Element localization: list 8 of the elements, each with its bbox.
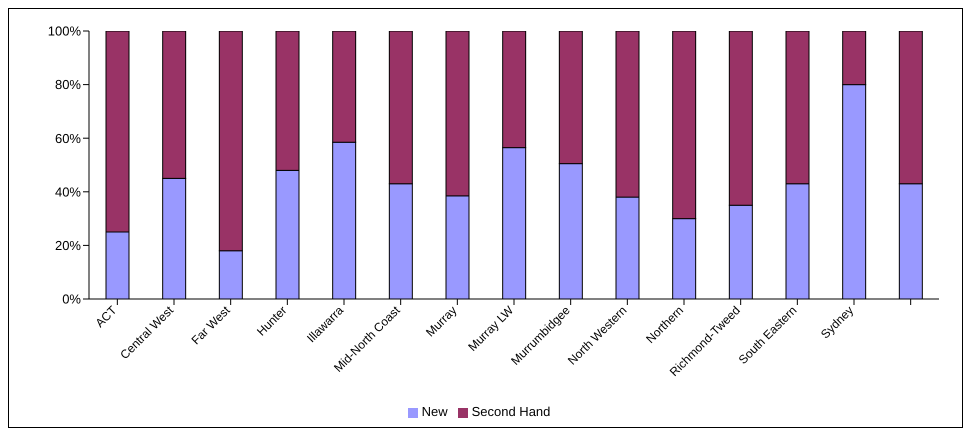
y-tick-label: 60%	[54, 130, 82, 146]
y-tick-label: 20%	[54, 238, 82, 254]
legend-label: New	[422, 404, 448, 419]
y-tick-label: 0%	[62, 292, 82, 307]
y-tick-label: 100%	[48, 24, 82, 39]
legend-label: Second Hand	[472, 404, 550, 419]
y-tick-label: 80%	[54, 77, 82, 92]
y-tick-label: 40%	[54, 184, 82, 200]
